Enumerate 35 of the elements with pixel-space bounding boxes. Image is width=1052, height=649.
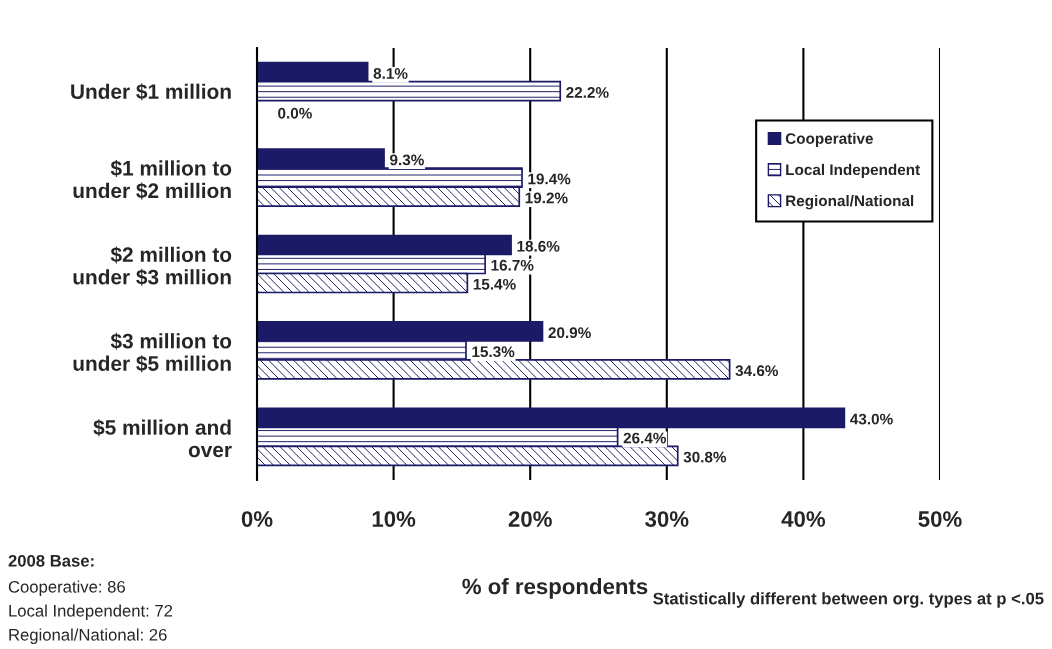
x-tick-label: 30% xyxy=(645,511,689,527)
data-label: 30.8% xyxy=(683,451,727,463)
x-tick-label: 10% xyxy=(372,511,416,527)
data-label: 0.0% xyxy=(278,107,312,119)
data-label: 22.2% xyxy=(566,87,609,98)
data-label: 18.6% xyxy=(517,240,560,252)
data-label: 20.9% xyxy=(548,327,591,339)
data-label: 19.4% xyxy=(528,173,571,185)
data-label: 19.2% xyxy=(525,192,568,204)
x-tick-label: 40% xyxy=(781,511,826,527)
y-tick-label: $3 million to under $5 million xyxy=(73,332,232,373)
x-axis-title: % of respondents xyxy=(462,578,648,599)
text: Cooperative: 86 xyxy=(8,580,125,596)
y-tick-label: $2 million to under $3 million xyxy=(73,246,232,286)
y-tick-label: $1 million to under $2 million xyxy=(73,159,232,200)
y-tick-label: $5 million and over xyxy=(93,419,232,458)
data-label: 16.7% xyxy=(491,259,534,271)
x-tick-label: 50% xyxy=(918,511,962,527)
x-tick-label: 0% xyxy=(241,511,273,527)
data-label: 15.4% xyxy=(473,278,516,290)
legend-label: Cooperative xyxy=(785,132,873,147)
x-tick-label: 20% xyxy=(508,511,552,527)
text: 2008 Base: xyxy=(8,554,94,567)
data-label: 34.6% xyxy=(735,365,779,377)
text: Statistically different between org. types at p <.05 xyxy=(653,592,1044,608)
text: Regional/National: 26 xyxy=(9,628,167,644)
y-tick-label: Under $1 million xyxy=(71,83,231,101)
data-label: 43.0% xyxy=(850,413,893,425)
data-label: 9.3% xyxy=(390,154,424,166)
legend-label: Regional/National xyxy=(786,195,914,210)
data-label: 26.4% xyxy=(623,432,666,444)
text: Local Independent: 72 xyxy=(9,604,173,620)
data-label: 8.1% xyxy=(373,68,408,79)
data-label: 15.3% xyxy=(472,346,515,358)
legend-label: Local Independent xyxy=(786,163,920,179)
